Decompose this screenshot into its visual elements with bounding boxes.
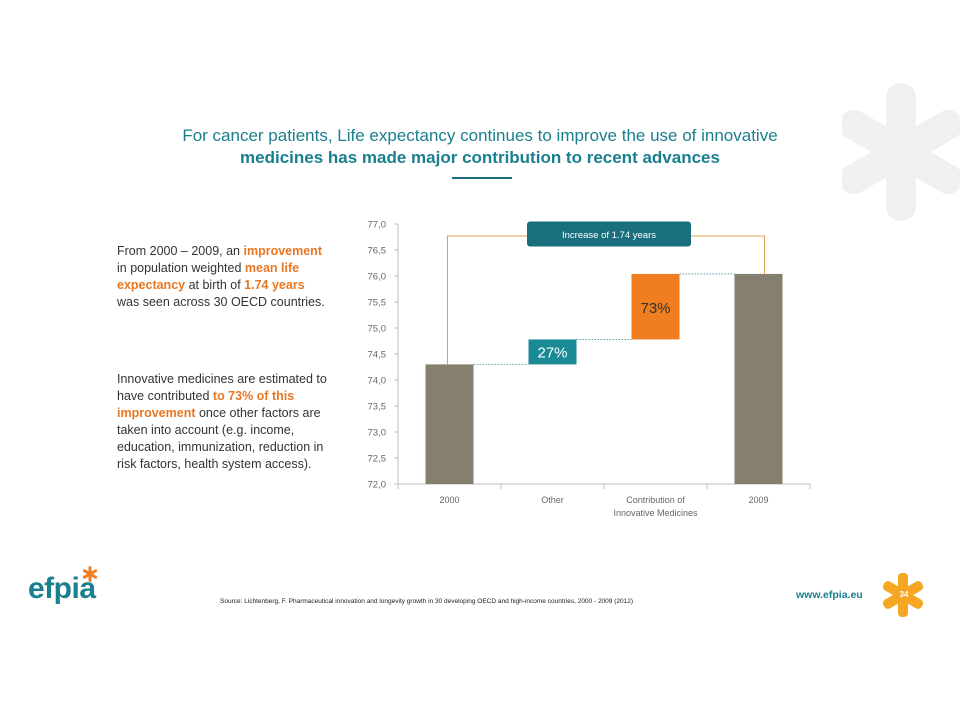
para2-text-1: Innovative medicines are estimated to ha…	[117, 372, 327, 403]
y-tick-label: 74,0	[368, 376, 387, 387]
paragraph-innovative-medicines: Innovative medicines are estimated to ha…	[117, 371, 327, 473]
y-tick-label: 75,5	[368, 298, 387, 309]
page-number-asterisk-icon	[882, 573, 924, 617]
y-tick-label: 76,5	[368, 246, 387, 257]
y-tick-label: 77,0	[368, 220, 387, 231]
bar-data-label: 27%	[537, 344, 567, 361]
x-tick-label: Other	[541, 495, 564, 505]
para1-text-1: From 2000 – 2009, an	[117, 244, 244, 258]
para1-highlight-2: mean life expectancy	[117, 261, 300, 292]
y-tick-label: 75,0	[368, 324, 387, 335]
increase-annotation-box	[527, 221, 691, 247]
page-number: 34	[899, 590, 909, 599]
para1-text-4: was seen across 30 OECD countries.	[117, 295, 325, 309]
logo-asterisk-icon	[82, 566, 98, 582]
para2-text-2: once other factors are taken into accoun…	[117, 406, 324, 471]
y-tick-label: 72,0	[368, 480, 387, 491]
increase-bracket	[447, 235, 765, 365]
bar-2000	[425, 364, 474, 484]
para1-text-3: at birth of	[185, 278, 245, 292]
title-line-1: For cancer patients, Life expectancy con…	[182, 126, 778, 145]
x-tick-label: 2000	[439, 495, 459, 505]
title-underline	[452, 177, 512, 179]
y-tick-label: 73,5	[368, 402, 387, 413]
efpia-logo: efpia	[28, 566, 98, 606]
background-asterisk-icon	[842, 83, 960, 221]
x-tick-label: Innovative Medicines	[613, 508, 698, 518]
para1-text-2: in population weighted	[117, 261, 245, 275]
bar-contribution-of-innovative-medicines	[631, 273, 680, 340]
paragraph-life-expectancy: From 2000 – 2009, an improvement in popu…	[117, 243, 327, 311]
y-tick-label: 74,5	[368, 350, 387, 361]
y-tick-label: 72,5	[368, 454, 387, 465]
para2-highlight-1: to 73% of this improvement	[117, 389, 295, 420]
bar-2009	[734, 273, 783, 484]
y-tick-label: 76,0	[368, 272, 387, 283]
bar-other	[528, 339, 577, 365]
y-tick-label: 73,0	[368, 428, 387, 439]
website-link[interactable]: www.efpia.eu	[796, 589, 863, 601]
slide-title: For cancer patients, Life expectancy con…	[0, 125, 960, 169]
bar-data-label: 73%	[640, 300, 670, 317]
para1-highlight-3: 1.74 years	[244, 278, 305, 292]
para1-highlight-1: improvement	[243, 244, 322, 258]
increase-annotation-label: Increase of 1.74 years	[562, 230, 656, 241]
title-line-2: medicines has made major contribution to…	[240, 148, 720, 167]
x-tick-label: Contribution of	[626, 495, 685, 505]
source-citation: Source: Lichtenberg, F. Pharmaceutical i…	[220, 598, 633, 605]
x-tick-label: 2009	[748, 495, 768, 505]
